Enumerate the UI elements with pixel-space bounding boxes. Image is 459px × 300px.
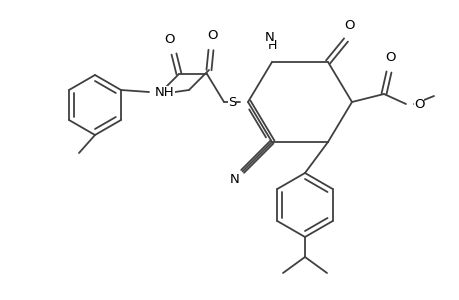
Text: H: H: [267, 39, 276, 52]
Text: O: O: [385, 51, 395, 64]
Text: O: O: [207, 29, 218, 42]
Text: O: O: [164, 33, 175, 46]
Text: O: O: [344, 19, 354, 32]
Text: NH: NH: [155, 85, 174, 98]
Text: N: N: [229, 173, 239, 186]
Text: S: S: [227, 95, 235, 109]
Text: N: N: [264, 31, 274, 44]
Text: O: O: [413, 98, 424, 110]
